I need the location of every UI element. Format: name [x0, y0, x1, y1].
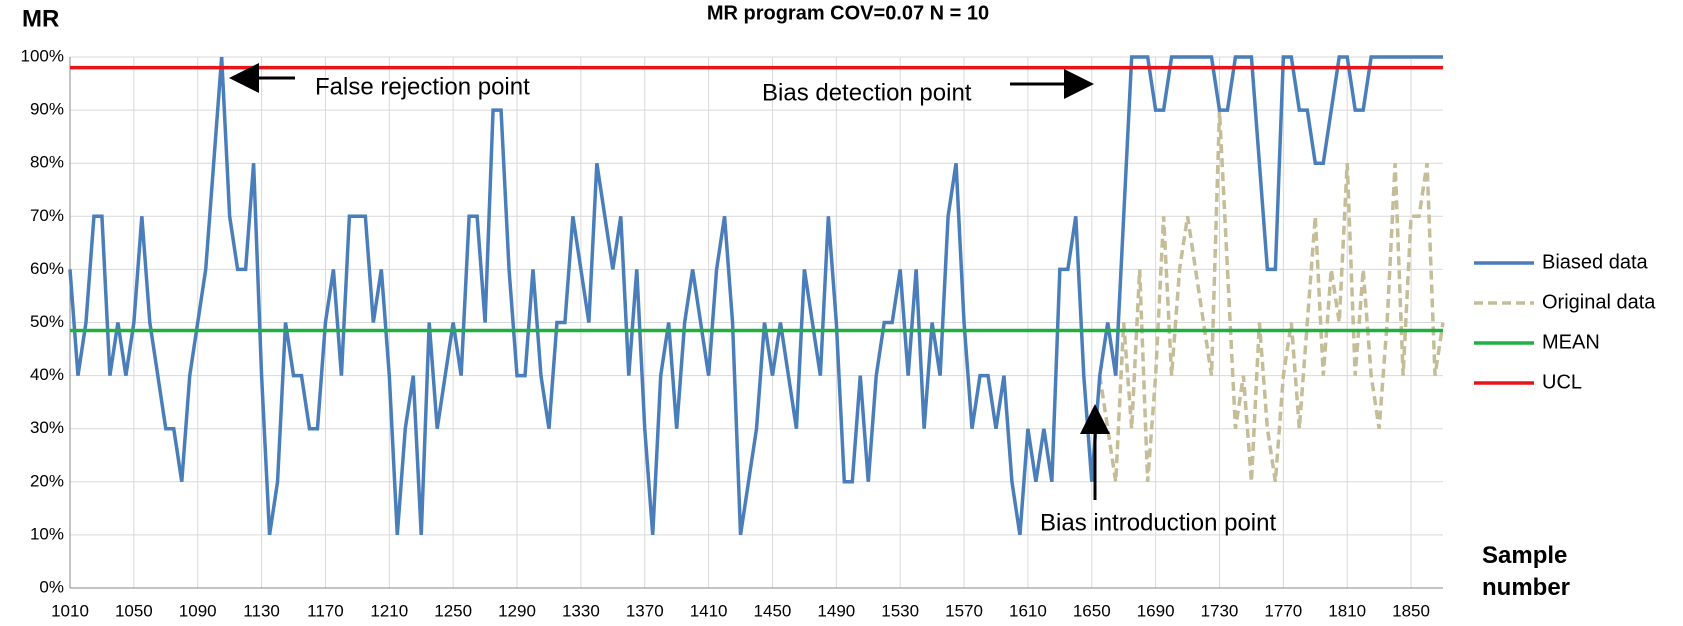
y-tick-label: 30% [30, 418, 64, 437]
annotation: Bias introduction point [1040, 509, 1276, 536]
y-tick-label: 100% [21, 46, 64, 65]
x-tick-label: 1850 [1392, 601, 1430, 620]
x-tick-label: 1690 [1137, 601, 1175, 620]
y-tick-label: 0% [39, 577, 64, 596]
x-tick-label: 1410 [690, 601, 728, 620]
x-tick-label: 1250 [434, 601, 472, 620]
y-tick-label: 80% [30, 153, 64, 172]
x-tick-label: 1130 [243, 601, 280, 620]
x-tick-label: 1490 [817, 601, 855, 620]
x-tick-label: 1730 [1201, 601, 1239, 620]
y-tick-label: 40% [30, 365, 64, 384]
x-tick-label: 1170 [307, 601, 344, 620]
x-tick-label: 1570 [945, 601, 983, 620]
x-tick-label: 1450 [754, 601, 792, 620]
x-tick-label: 1050 [115, 601, 153, 620]
x-tick-label: 1370 [626, 601, 664, 620]
y-tick-label: 60% [30, 259, 64, 278]
y-tick-label: 50% [30, 312, 64, 331]
x-axis-label: Sample number [1482, 542, 1571, 601]
x-tick-label: 1330 [562, 601, 600, 620]
legend-label: MEAN [1542, 331, 1600, 353]
annotation: False rejection point [315, 73, 530, 100]
x-tick-label: 1610 [1009, 601, 1047, 620]
legend-label: Original data [1542, 291, 1656, 313]
x-tick-label: 1770 [1264, 601, 1302, 620]
data-line [68, 55, 1443, 536]
x-tick-label: 1650 [1073, 601, 1111, 620]
data-line [1098, 110, 1445, 483]
y-tick-label: 90% [30, 100, 64, 119]
annotation: Bias detection point [762, 79, 972, 106]
y-axis-label: MR [22, 5, 59, 32]
legend-label: Biased data [1542, 251, 1649, 273]
legend-label: UCL [1542, 371, 1582, 393]
x-tick-label: 1210 [370, 601, 408, 620]
x-tick-label: 1010 [51, 601, 89, 620]
x-tick-label: 1290 [498, 601, 536, 620]
x-tick-label: 1810 [1328, 601, 1366, 620]
y-tick-label: 20% [30, 471, 64, 490]
x-tick-label: 1530 [881, 601, 919, 620]
y-tick-label: 10% [30, 524, 64, 543]
chart-title: MR program COV=0.07 N = 10 [707, 2, 989, 24]
x-tick-label: 1090 [179, 601, 217, 620]
y-tick-label: 70% [30, 206, 64, 225]
